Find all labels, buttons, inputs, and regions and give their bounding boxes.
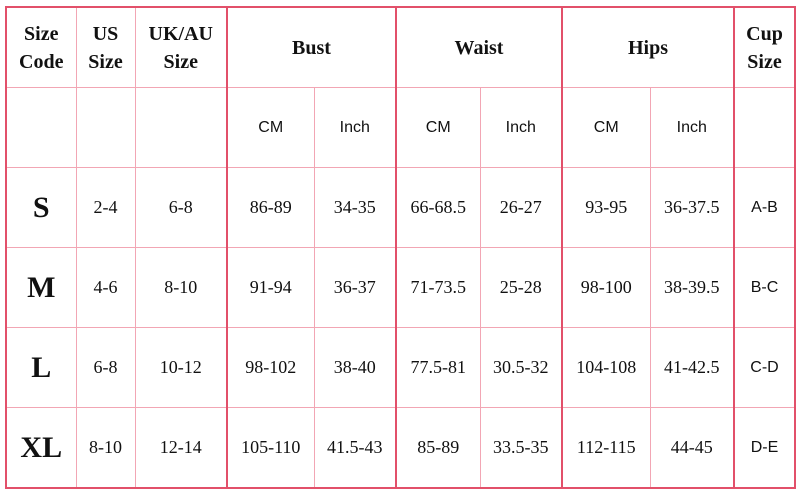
cell-us: 4-6	[75, 247, 136, 328]
table-row: S 2-4 6-8 86-89 34-35 66-68.5 26-27 93-95 36-37.…	[5, 167, 796, 248]
cell-code: S	[5, 167, 77, 248]
table-row: XL 8-10 12-14 105-110 41.5-43 85-89 33.5-35 112…	[5, 407, 796, 489]
empty-cell	[5, 87, 77, 168]
cell-bust-cm: 86-89	[226, 167, 315, 248]
unit-bust-cm: CM	[226, 87, 315, 168]
cell-waist-cm: 66-68.5	[395, 167, 481, 248]
cell-cup: A-B	[733, 167, 796, 248]
cell-cup: B-C	[733, 247, 796, 328]
cell-waist-in: 25-28	[479, 247, 563, 328]
unit-waist-inch: Inch	[479, 87, 563, 168]
cell-hips-in: 36-37.5	[649, 167, 735, 248]
cell-uk: 8-10	[134, 247, 228, 328]
unit-waist-cm: CM	[395, 87, 481, 168]
cell-us: 6-8	[75, 327, 136, 408]
unit-hips-cm: CM	[561, 87, 651, 168]
table-row: M 4-6 8-10 91-94 36-37 71-73.5 25-28 98-100 38-3…	[5, 247, 796, 328]
header-hips: Hips	[561, 6, 735, 88]
cell-hips-in: 44-45	[649, 407, 735, 489]
unit-bust-inch: Inch	[313, 87, 397, 168]
cell-bust-cm: 105-110	[226, 407, 315, 489]
cell-bust-cm: 91-94	[226, 247, 315, 328]
header-us-size: US Size	[75, 6, 136, 88]
cell-hips-in: 41-42.5	[649, 327, 735, 408]
cell-waist-cm: 71-73.5	[395, 247, 481, 328]
header-bust: Bust	[226, 6, 397, 88]
cell-uk: 6-8	[134, 167, 228, 248]
header-size-code: Size Code	[5, 6, 77, 88]
cell-cup: D-E	[733, 407, 796, 489]
header-waist: Waist	[395, 6, 563, 88]
cell-hips-cm: 112-115	[561, 407, 651, 489]
cell-bust-cm: 98-102	[226, 327, 315, 408]
cell-hips-cm: 98-100	[561, 247, 651, 328]
cell-cup: C-D	[733, 327, 796, 408]
empty-cell	[733, 87, 796, 168]
unit-row: CM Inch CM Inch CM Inch	[5, 87, 796, 168]
table-row: L 6-8 10-12 98-102 38-40 77.5-81 30.5-32 104-10…	[5, 327, 796, 408]
cell-us: 2-4	[75, 167, 136, 248]
cell-bust-in: 36-37	[313, 247, 397, 328]
cell-code: L	[5, 327, 77, 408]
cell-hips-cm: 104-108	[561, 327, 651, 408]
cell-waist-in: 26-27	[479, 167, 563, 248]
cell-uk: 12-14	[134, 407, 228, 489]
size-chart-table: Size Code US Size UK/AU Size Bust Waist …	[5, 6, 796, 489]
cell-us: 8-10	[75, 407, 136, 489]
cell-waist-cm: 85-89	[395, 407, 481, 489]
unit-hips-inch: Inch	[649, 87, 735, 168]
header-row: Size Code US Size UK/AU Size Bust Waist …	[5, 6, 796, 88]
empty-cell	[134, 87, 228, 168]
cell-waist-in: 33.5-35	[479, 407, 563, 489]
cell-bust-in: 34-35	[313, 167, 397, 248]
header-uk-au-size: UK/AU Size	[134, 6, 228, 88]
cell-waist-in: 30.5-32	[479, 327, 563, 408]
cell-hips-cm: 93-95	[561, 167, 651, 248]
cell-bust-in: 41.5-43	[313, 407, 397, 489]
empty-cell	[75, 87, 136, 168]
cell-code: XL	[5, 407, 77, 489]
cell-uk: 10-12	[134, 327, 228, 408]
cell-bust-in: 38-40	[313, 327, 397, 408]
cell-hips-in: 38-39.5	[649, 247, 735, 328]
cell-code: M	[5, 247, 77, 328]
header-cup-size: Cup Size	[733, 6, 796, 88]
cell-waist-cm: 77.5-81	[395, 327, 481, 408]
